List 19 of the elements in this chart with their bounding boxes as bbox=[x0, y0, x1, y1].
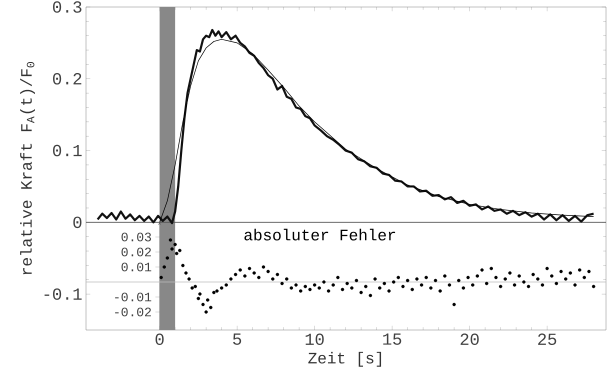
y-tick-label: -0.1 bbox=[44, 288, 82, 300]
y-tick-label: -0.02 bbox=[115, 308, 151, 316]
y-tick-label: 0.2 bbox=[53, 73, 82, 85]
y-tick-label: 0.02 bbox=[122, 248, 151, 256]
y-tick-label: 0.1 bbox=[53, 144, 82, 156]
x-axis-title: Zeit [s] bbox=[308, 352, 382, 367]
x-tick-label: 0 bbox=[156, 334, 164, 346]
y-tick-label: 0.3 bbox=[53, 1, 82, 13]
y-tick-label: 0.03 bbox=[122, 232, 152, 242]
annotation: absoluter Fehler bbox=[244, 228, 396, 240]
x-tick-label: 5 bbox=[233, 334, 242, 345]
y-tick-label: 0.01 bbox=[122, 262, 152, 272]
x-tick-label: 15 bbox=[383, 334, 402, 345]
y-tick-label: -0.01 bbox=[115, 292, 152, 302]
x-tick-label: 25 bbox=[538, 334, 556, 346]
x-tick-label: 20 bbox=[460, 334, 479, 346]
y-axis-title: relative Kraft F$_{A}$(t)/F$_{0}$ bbox=[20, 62, 35, 274]
y-tick-label: 0 bbox=[73, 216, 82, 228]
x-tick-label: 10 bbox=[306, 334, 324, 346]
